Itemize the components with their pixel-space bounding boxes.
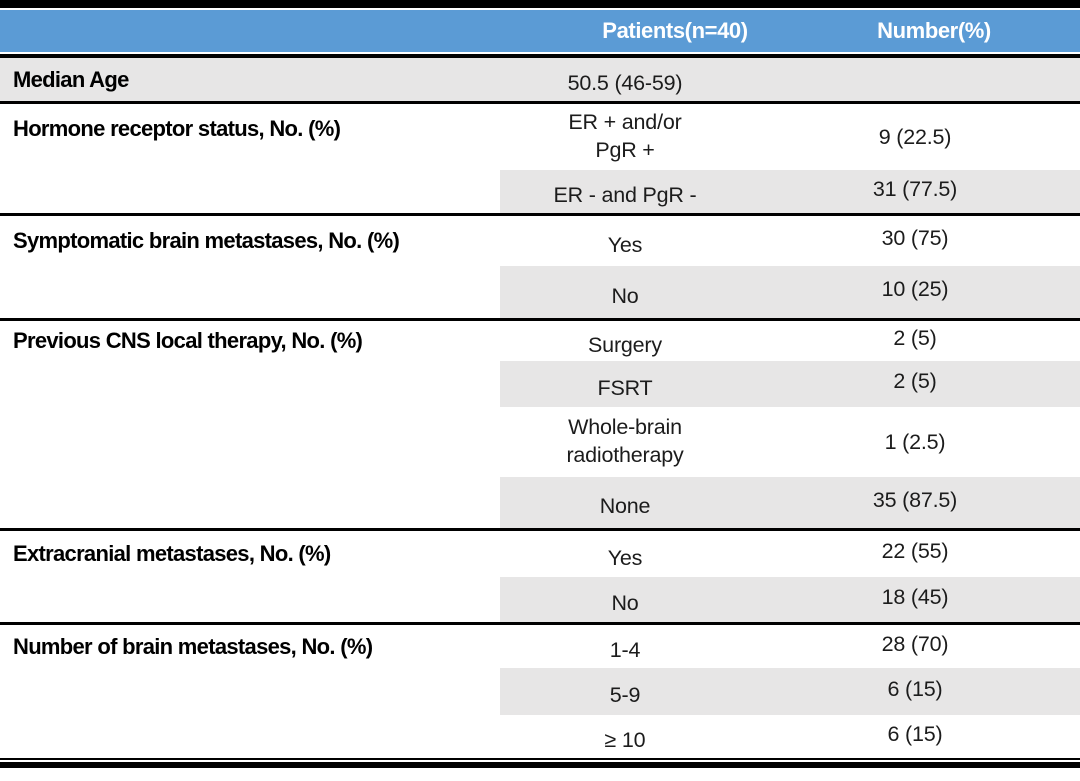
category-cell: ER - and PgR - (500, 170, 750, 213)
table-row: FSRT 2 (5) (500, 361, 1080, 407)
category-cell: 50.5 (46-59) (567, 71, 683, 96)
category-cell: No (500, 577, 750, 622)
table-row: 50.5 (46-59) (500, 58, 1080, 101)
section-median-age: Median Age 50.5 (46-59) (0, 58, 1080, 101)
table-row: Whole-brain radiotherapy 1 (2.5) (500, 407, 1080, 477)
category-cell: ≥ 10 (604, 728, 646, 753)
section-rows: Surgery 2 (5) FSRT 2 (5) Whole-brain rad… (500, 321, 1080, 528)
table-row: ER - and PgR - 31 (77.5) (500, 170, 1080, 213)
table-row: No 18 (45) (500, 577, 1080, 622)
table-row: 5-9 6 (15) (500, 668, 1080, 715)
table-row: None 35 (87.5) (500, 477, 1080, 528)
category-cell: 1-4 (609, 638, 641, 663)
category-cell: ER + and/or PgR + (568, 110, 682, 162)
row-label-extracranial: Extracranial metastases, No. (%) (13, 541, 331, 566)
table-top-border (0, 0, 1080, 8)
section-divider (0, 622, 1080, 625)
table-header-row: Patients(n=40) Number(%) (0, 10, 1080, 52)
header-number: Number(%) (877, 18, 991, 43)
category-cell: Surgery (588, 332, 662, 357)
divider-gap (0, 760, 1080, 762)
divider-gap (0, 8, 1080, 10)
value-cell: 2 (5) (750, 361, 1080, 407)
section-number-of-brain-metastases: Number of brain metastases, No. (%) 1-4 … (0, 625, 1080, 758)
section-extracranial-metastases: Extracranial metastases, No. (%) Yes 22 … (0, 531, 1080, 622)
row-label-median-age: Median Age (13, 66, 129, 92)
row-label-symptomatic: Symptomatic brain metastases, No. (%) (13, 228, 400, 253)
section-previous-cns-local-therapy: Previous CNS local therapy, No. (%) Surg… (0, 321, 1080, 528)
category-cell: None (500, 477, 750, 528)
table-row: 1-4 28 (70) (500, 625, 1080, 668)
section-rows: ER + and/or PgR + 9 (22.5) ER - and PgR … (500, 104, 1080, 213)
table-row: Yes 22 (55) (500, 531, 1080, 577)
value-cell: 22 (55) (881, 539, 949, 563)
table-row: Yes 30 (75) (500, 216, 1080, 266)
divider-gap (0, 52, 1080, 54)
row-label-hormone-receptor: Hormone receptor status, No. (%) (13, 116, 341, 141)
value-cell: 10 (25) (750, 266, 1080, 318)
category-cell: 5-9 (500, 668, 750, 715)
category-cell: No (500, 266, 750, 318)
table-row: No 10 (25) (500, 266, 1080, 318)
category-cell: Whole-brain radiotherapy (566, 415, 684, 467)
value-cell: 1 (2.5) (884, 429, 946, 454)
table-row: ER + and/or PgR + 9 (22.5) (500, 104, 1080, 170)
value-cell (750, 58, 1080, 101)
value-cell: 28 (70) (881, 631, 949, 656)
value-cell: 2 (5) (893, 326, 937, 350)
value-cell: 9 (22.5) (878, 124, 952, 149)
row-label-previous-cns: Previous CNS local therapy, No. (%) (13, 328, 363, 353)
header-divider (0, 54, 1080, 58)
value-cell: 6 (15) (887, 721, 943, 746)
header-patients: Patients(n=40) (602, 18, 748, 43)
table-row: Surgery 2 (5) (500, 321, 1080, 361)
section-rows: 1-4 28 (70) 5-9 6 (15) ≥ 10 6 (15) (500, 625, 1080, 758)
section-divider (0, 318, 1080, 321)
value-cell: 31 (77.5) (750, 170, 1080, 213)
section-rows: Yes 30 (75) No 10 (25) (500, 216, 1080, 318)
value-cell: 6 (15) (750, 668, 1080, 715)
category-cell: FSRT (500, 361, 750, 407)
section-rows: 50.5 (46-59) (500, 58, 1080, 101)
row-label-number-brain-mets: Number of brain metastases, No. (%) (13, 633, 373, 659)
value-cell: 30 (75) (881, 226, 949, 250)
table-bottom-border-thick (0, 762, 1080, 768)
section-rows: Yes 22 (55) No 18 (45) (500, 531, 1080, 622)
category-cell: Yes (607, 545, 643, 570)
value-cell: 18 (45) (750, 577, 1080, 622)
section-divider (0, 528, 1080, 531)
table-row: ≥ 10 6 (15) (500, 715, 1080, 758)
section-divider (0, 213, 1080, 216)
section-hormone-receptor-status: Hormone receptor status, No. (%) ER + an… (0, 104, 1080, 213)
section-symptomatic-brain-metastases: Symptomatic brain metastases, No. (%) Ye… (0, 216, 1080, 318)
category-cell: Yes (607, 232, 643, 257)
value-cell: 35 (87.5) (750, 477, 1080, 528)
table-bottom-border-thin (0, 758, 1080, 760)
section-divider (0, 101, 1080, 104)
